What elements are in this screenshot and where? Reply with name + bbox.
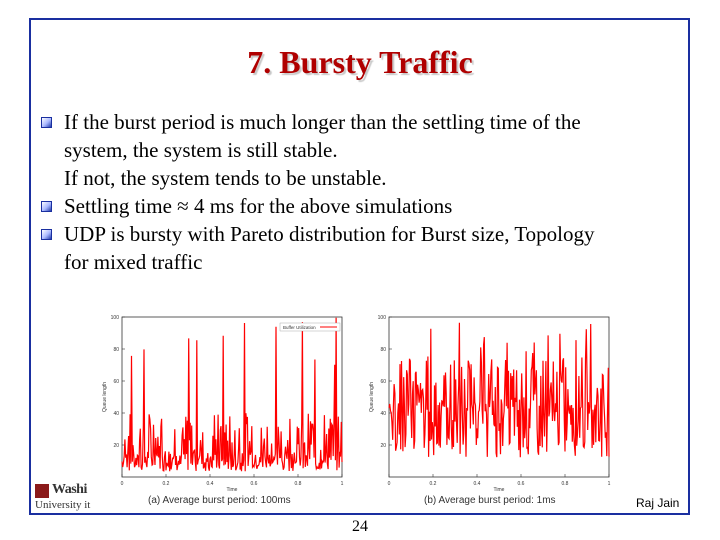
y-axis-label: Queue length [369,382,375,412]
x-tick-label: 0.4 [474,481,481,487]
x-tick-label: 0.8 [295,481,302,487]
bullet-line: for mixed traffic [64,250,203,274]
y-tick-label: 80 [380,347,386,353]
bullet-line: UDP is bursty with Pareto distribution f… [64,222,595,246]
y-tick-label: 40 [113,411,119,417]
shield-icon [35,484,49,498]
university-logo: Washi University it [33,482,91,512]
series-line [388,322,610,458]
y-tick-label: 60 [113,379,119,385]
x-tick-label: 0.8 [562,481,569,487]
chart-b-svg: 100 80 60 40 20 0 0.2 0.4 0.6 0.8 1 Time Queue lengt… [369,315,611,491]
bullet-line: Settling time ≈ 4 ms for the above simul… [64,194,453,218]
legend-label: Buffer Utilization [283,325,316,330]
x-tick-label: 0.2 [163,481,170,487]
y-tick-label: 100 [111,315,120,321]
bullet-item: UDP is bursty with Pareto distribution f… [38,220,688,276]
x-tick-label: 0.6 [518,481,525,487]
y-tick-label: 20 [113,443,119,449]
slide-frame [29,18,690,515]
slide-title: 7. Bursty Traffic [247,44,473,80]
x-tick-label: 1 [608,481,611,487]
bullet-item: If the burst period is much longer than … [38,108,688,192]
page-number: 24 [352,518,368,535]
x-axis-label: Time [494,487,505,491]
y-tick-label: 40 [380,411,386,417]
bullet-item: Settling time ≈ 4 ms for the above simul… [38,192,688,220]
legend-box [279,322,341,332]
y-axis-label: Queue length [102,382,108,412]
bullet-box-icon [41,201,52,212]
series-line [121,317,343,472]
author-name: Raj Jain [636,496,680,510]
x-tick-label: 0.4 [207,481,214,487]
x-axis-label: Time [227,487,238,491]
y-tick-label: 60 [380,379,386,385]
bullet-box-icon [41,229,52,240]
chart-a: 100 80 60 40 20 0 0.2 0.4 0.6 0.8 1 Time Queue lengt… [100,313,348,491]
bullet-line: system, the system is still stable. [64,138,338,162]
logo-line-1: Washi [52,482,87,497]
chart-b: 100 80 60 40 20 0 0.2 0.4 0.6 0.8 1 Time Queue lengt… [367,313,615,491]
x-tick-label: 0 [121,481,124,487]
y-tick-label: 20 [380,443,386,449]
chart-a-caption: (a) Average burst period: 100ms [148,495,291,506]
bullet-box-icon [41,117,52,128]
y-tick-label: 100 [378,315,387,321]
x-tick-label: 0.6 [251,481,258,487]
y-tick-label: 80 [113,347,119,353]
bullet-line: If not, the system tends to be unstable. [64,166,387,190]
bullet-list: If the burst period is much longer than … [38,108,688,276]
chart-b-caption: (b) Average burst period: 1ms [424,495,556,506]
logo-line-2: University it [35,499,91,511]
chart-a-svg: 100 80 60 40 20 0 0.2 0.4 0.6 0.8 1 Time Queue lengt… [102,315,344,491]
x-tick-label: 1 [341,481,344,487]
x-tick-label: 0 [388,481,391,487]
bullet-line: If the burst period is much longer than … [64,110,581,134]
x-tick-label: 0.2 [430,481,437,487]
